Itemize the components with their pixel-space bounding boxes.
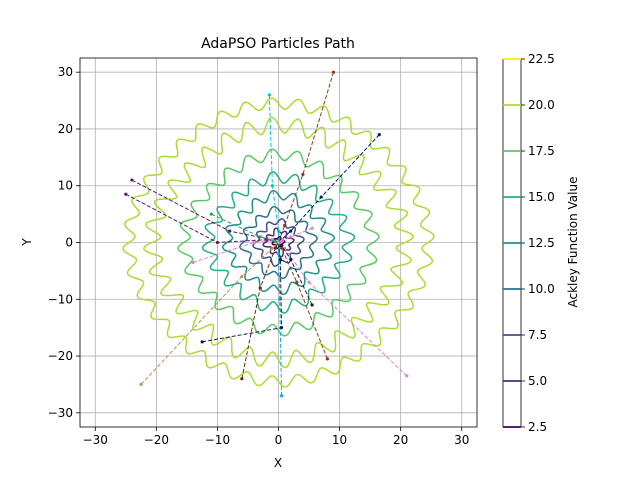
y-tick-label: 10	[58, 179, 73, 193]
colorbar: 2.5 5.0 7.5 10.0 12.5 15.0 17.5 20.0 22.5	[502, 52, 555, 434]
particle-point	[200, 340, 204, 344]
particle-path	[211, 213, 279, 243]
particle-point	[273, 246, 278, 250]
x-tick-label: 20	[393, 433, 408, 447]
x-tick-label: 0	[275, 433, 283, 447]
particle-point	[283, 223, 287, 228]
y-tick-label: −20	[48, 349, 73, 363]
colorbar-tick-label: 15.0	[528, 190, 555, 204]
particle-point	[310, 303, 314, 307]
colorbar-tick-label: 12.5	[528, 236, 555, 250]
contour-level-line	[262, 227, 295, 258]
contour-level-line	[142, 116, 415, 369]
particle-point	[267, 93, 271, 97]
particle-point	[228, 229, 232, 233]
particle-point	[279, 394, 284, 398]
colorbar-tick-label: 20.0	[528, 98, 555, 112]
y-tick-label: 0	[65, 236, 73, 250]
contour-level-line	[122, 97, 435, 388]
y-tick-label: 30	[58, 65, 73, 79]
colorbar-label: Ackley Function Value	[566, 177, 580, 308]
particle-point	[276, 240, 281, 245]
particle-point	[276, 229, 281, 233]
contour-level-line	[177, 148, 380, 337]
particle-path	[268, 94, 279, 243]
particle-point	[405, 374, 409, 378]
particle-point	[331, 70, 336, 74]
particle-point	[258, 235, 262, 239]
particle-point	[270, 184, 274, 188]
particle-path	[241, 242, 279, 379]
particle-point	[215, 240, 220, 245]
particle-point	[273, 239, 278, 243]
particle-point	[289, 235, 293, 239]
particle-point	[301, 172, 305, 176]
x-tick-label: 30	[454, 433, 469, 447]
contour-level-line	[221, 189, 336, 296]
particle-point	[191, 260, 195, 264]
x-tick-label: −10	[205, 433, 230, 447]
particle-point	[278, 257, 282, 262]
particle-point	[258, 286, 262, 290]
particle-path	[278, 72, 334, 243]
x-tick-label: 10	[332, 433, 347, 447]
particle-point	[279, 326, 284, 330]
particle-point	[279, 239, 284, 243]
particle-point	[289, 229, 293, 233]
particle-point	[278, 297, 282, 301]
particle-path	[278, 242, 313, 306]
particle-point	[240, 377, 244, 381]
particle-point	[319, 195, 323, 199]
particle-point	[295, 280, 299, 284]
particle-path	[278, 242, 283, 396]
y-tick-label: −30	[48, 406, 73, 420]
particle-point	[270, 246, 274, 250]
x-tick-label: −20	[144, 433, 169, 447]
y-axis-label: Y	[20, 238, 34, 247]
particle-point	[124, 192, 128, 196]
y-tick-label: −10	[48, 292, 73, 306]
colorbar-tick-label: 5.0	[528, 374, 547, 388]
colorbar-tick-label: 7.5	[528, 328, 547, 342]
particle-point	[307, 280, 311, 284]
particle-point	[209, 212, 213, 216]
particle-paths	[124, 70, 409, 398]
particle-path	[202, 242, 283, 343]
contour-lines	[122, 97, 435, 388]
chart-title: AdaPSO Particles Path	[201, 36, 355, 52]
y-tick-label: 20	[58, 122, 73, 136]
particle-path	[140, 242, 279, 385]
colorbar-tick-label: 22.5	[528, 52, 555, 66]
particle-point	[240, 274, 244, 279]
y-axis-ticks: −30 −20 −10 0 10 20 30	[48, 65, 80, 420]
particle-path	[278, 134, 380, 243]
colorbar-tick-label: 17.5	[528, 144, 555, 158]
contour-level-line	[239, 205, 318, 280]
contour-level-line	[201, 171, 356, 314]
particle-point	[279, 243, 284, 247]
particle-point	[325, 357, 329, 361]
x-axis-label: X	[274, 456, 282, 470]
particle-point	[139, 382, 143, 387]
particle-point	[377, 133, 381, 137]
particle-point	[252, 240, 256, 245]
particle-point	[289, 257, 293, 262]
x-axis-ticks: −30 −20 −10 0 10 20 30	[83, 427, 469, 447]
colorbar-tick-label: 10.0	[528, 282, 555, 296]
colorbar-tick-label: 2.5	[528, 420, 547, 434]
particle-point	[279, 246, 284, 250]
particle-point	[130, 178, 134, 182]
particle-point	[310, 226, 314, 230]
x-tick-label: −30	[83, 433, 108, 447]
